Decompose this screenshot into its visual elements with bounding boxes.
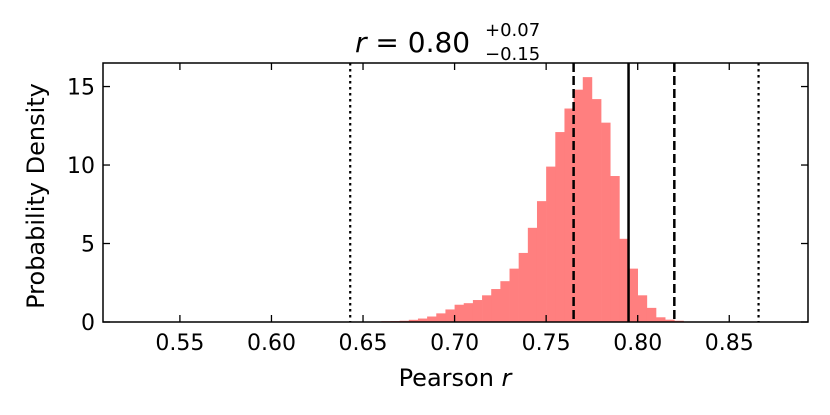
x-tick-label: 0.75 [522, 331, 571, 356]
histogram-bar [417, 318, 428, 322]
histogram-bar [527, 227, 538, 322]
x-axis-ticks: 0.55 0.60 0.65 0.70 0.75 0.80 0.85 [155, 63, 754, 356]
histogram-bar [482, 295, 492, 322]
histogram-bar [665, 319, 675, 322]
histogram-bar [591, 99, 602, 322]
title-symbol: r [355, 26, 368, 59]
histogram-bar [436, 313, 446, 322]
plot-frame [102, 62, 809, 323]
histogram-bar [509, 268, 519, 322]
y-tick-label: 10 [67, 154, 95, 179]
x-tick-label: 0.70 [430, 331, 479, 356]
histogram-bar [445, 309, 455, 322]
histogram-bar [646, 307, 657, 322]
histogram-bar [518, 252, 529, 322]
svg-text:r = 0.80: r = 0.80 [355, 26, 470, 59]
histogram-bar [619, 238, 629, 322]
y-tick-label: 5 [81, 233, 95, 258]
histogram-bar [427, 316, 437, 322]
reference-lines [349, 63, 760, 322]
histogram-bar [656, 317, 666, 322]
histogram-bar [408, 319, 419, 322]
histogram-bar [463, 303, 474, 322]
histogram-bar [491, 289, 501, 322]
histogram-bar [546, 166, 556, 322]
histogram-bar [564, 108, 574, 322]
x-tick-label: 0.55 [155, 331, 204, 356]
histogram-bar [555, 132, 565, 322]
y-tick-label: 0 [81, 311, 95, 336]
histogram-bar [637, 295, 648, 322]
x-tick-label: 0.85 [705, 331, 754, 356]
title-lower-error: −0.15 [485, 44, 540, 65]
histogram-bar [601, 122, 611, 322]
title-value: 0.80 [408, 26, 470, 59]
x-tick-label: 0.60 [247, 331, 296, 356]
histogram-bar [500, 281, 510, 322]
x-axis-label-symbol: r [502, 364, 514, 392]
y-axis-label: Probability Density [22, 83, 50, 309]
histogram-bars [363, 77, 703, 322]
histogram-bar [610, 176, 620, 322]
y-axis-ticks: 0 5 10 15 [67, 76, 808, 336]
histogram-bar [536, 201, 547, 322]
x-axis-label: Pearson r [399, 364, 514, 392]
histogram-bar [454, 304, 465, 322]
x-tick-label: 0.65 [339, 331, 388, 356]
y-tick-label: 15 [67, 76, 95, 101]
histogram-bar [582, 77, 593, 322]
title-upper-error: +0.07 [485, 20, 540, 41]
histogram-bar [472, 300, 483, 322]
x-axis-label-text: Pearson [399, 364, 502, 392]
chart-title: r = 0.80 +0.07 −0.15 [355, 20, 540, 65]
x-tick-label: 0.80 [613, 331, 662, 356]
histogram-bar [573, 89, 584, 322]
title-equals: = [367, 26, 408, 59]
histogram-bar [628, 268, 639, 322]
